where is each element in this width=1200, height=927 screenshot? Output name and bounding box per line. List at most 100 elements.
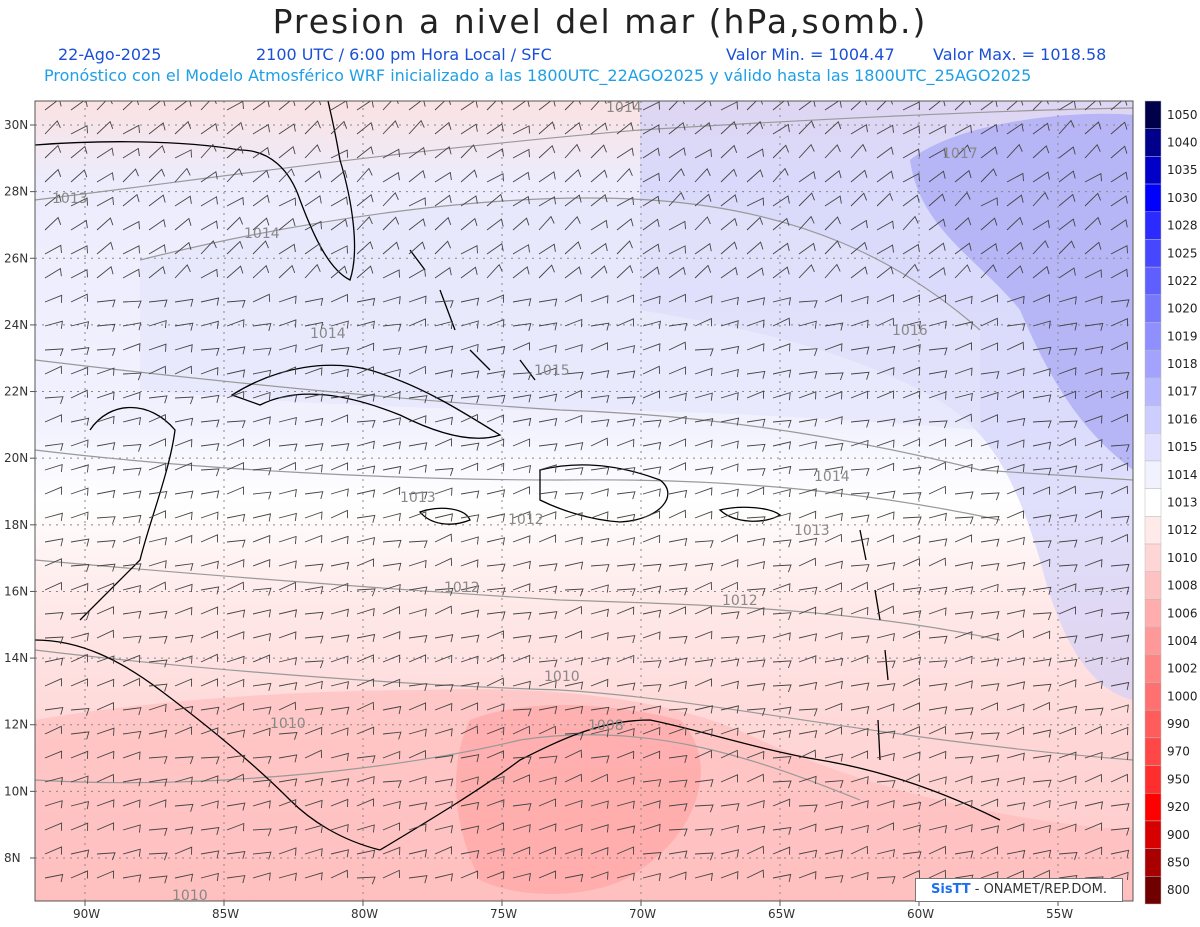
wind-barb [668,489,688,498]
wind-barb [1084,822,1103,831]
wind-barb [694,510,713,520]
wind-barb [122,848,141,857]
wind-barb [408,146,426,159]
wind-barb [668,322,688,331]
wind-barb [200,268,218,279]
wind-barb [460,217,478,231]
wind-barb [694,367,713,376]
wind-barb [70,632,89,641]
wind-barb [1006,536,1025,546]
wind-barb [720,658,740,667]
wind-barb [980,732,1000,741]
wind-barb [200,775,219,784]
wind-barb [746,418,766,427]
wind-barb [278,319,297,328]
wind-barb [356,265,374,279]
wind-barb [980,871,999,880]
wind-barb [122,147,140,159]
wind-barb [616,563,636,572]
colorbar-label: 1014 [1167,468,1198,482]
wind-barb [304,242,322,255]
wind-barb [96,727,115,736]
wind-barb [746,370,766,379]
wind-barb [928,538,948,547]
wind-barb [642,195,660,207]
wind-barb [70,707,90,716]
wind-barb [538,846,557,855]
wind-barb [824,391,843,400]
wind-barb [122,391,141,400]
wind-barb [798,775,817,785]
wind-barb [590,706,610,715]
wind-barb [1006,463,1025,473]
wind-barb [330,634,350,643]
wind-barb [746,319,765,328]
sistt-logo: SisTT [931,882,971,897]
wind-barb [278,344,297,353]
wind-barb [148,703,167,713]
wind-barb [434,267,452,279]
wind-barb [304,344,323,353]
wind-barb [330,149,349,159]
wind-barb [642,390,660,399]
wind-barb [408,318,426,327]
wind-barb [720,680,739,689]
wind-barb [1006,561,1026,570]
wind-barb [876,730,896,739]
wind-barb [44,144,62,159]
wind-barb [590,370,610,379]
wind-barb [252,169,270,183]
colorbar-label: 1018 [1167,357,1198,371]
colorbar-label: 970 [1167,745,1190,759]
wind-barb [876,317,895,327]
wind-barb [1032,486,1051,495]
wind-barb [694,728,713,737]
wind-barb [174,195,192,207]
wind-barb [824,343,843,352]
wind-barb [1032,540,1052,549]
wind-barb [226,559,245,568]
wind-barb [122,799,141,808]
wind-barb [512,148,530,159]
map-area: 1014 1017 1013 1014 1014 1016 1015 1013 … [35,101,1133,901]
wind-barb [434,684,454,692]
wind-barb [564,681,584,690]
wind-barb [1032,441,1052,450]
wind-barb [668,122,686,135]
wind-barb [356,726,375,735]
wind-barb [564,389,583,399]
wind-barb [590,322,610,331]
wind-barb [720,266,738,279]
wind-barb [200,826,220,836]
wind-barb [70,197,88,207]
wind-barb [1110,145,1128,159]
wind-barb [564,773,583,783]
wind-barb [720,241,738,255]
wind-barb [382,171,400,183]
wind-barb [486,319,505,328]
wind-barb [746,588,766,597]
wind-barb [590,538,610,547]
wind-barb [772,144,790,159]
wind-barbs [44,101,1130,885]
wind-barb [148,610,168,619]
wind-barb [746,516,766,525]
wind-barb [382,269,400,279]
wind-barb [538,418,558,427]
wind-barb [434,778,454,787]
wind-barb [434,487,453,496]
wind-barb [798,823,817,832]
wind-barb [356,654,374,663]
wind-barb [200,678,218,687]
wind-barb [850,871,869,881]
wind-barb [278,826,298,835]
wind-barb [798,170,816,183]
wind-barb [226,216,244,231]
wind-barb [1084,491,1104,500]
wind-barb [252,391,271,401]
wind-barb [980,798,999,807]
wind-barb [226,299,246,308]
wind-barb [1058,240,1075,255]
wind-barb [1058,101,1076,111]
